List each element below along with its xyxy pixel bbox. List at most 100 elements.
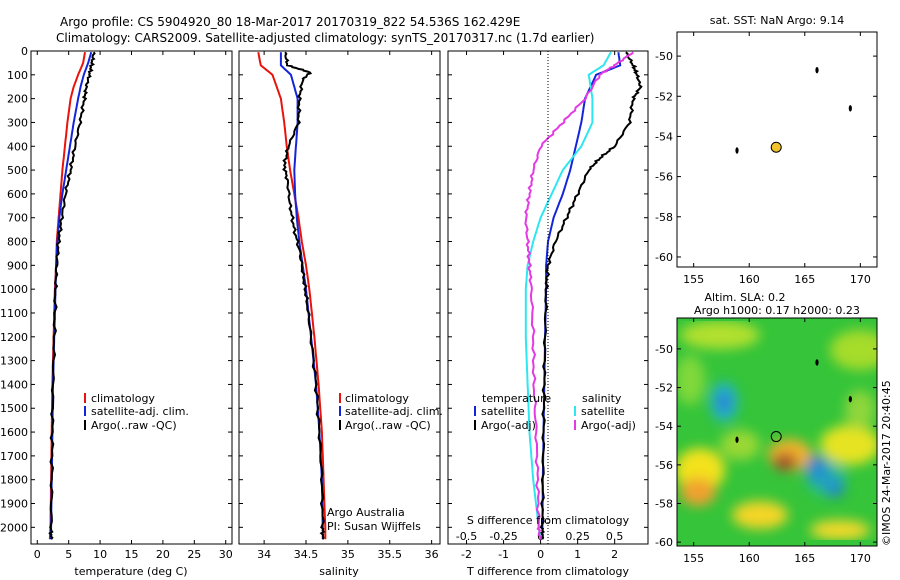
legend-label-satellite: satellite-adj. clim. <box>345 405 443 418</box>
map-lon-label: 155 <box>683 273 704 286</box>
depth-tick-label: 2000 <box>0 521 28 534</box>
map-lon-label: 155 <box>683 552 704 565</box>
depth-tick-label: 200 <box>7 93 28 106</box>
sla-heatmap <box>677 318 877 546</box>
difference-xlabel: T difference from climatology <box>466 565 629 578</box>
diff-t-tick-label: 0 <box>537 548 544 561</box>
sla-map-subtitle: Argo h1000: 0.17 h2000: 0.23 <box>694 304 860 317</box>
sst-map-title: sat. SST: NaN Argo: 9.14 <box>710 14 844 27</box>
legend-label-s-argo: Argo(-adj) <box>581 419 636 432</box>
series-line-salinity-satellite <box>524 51 612 540</box>
map-lat-label: -54 <box>655 130 673 143</box>
diff-s-tick-label: -0.5 <box>456 530 477 543</box>
depth-tick-label: 800 <box>7 236 28 249</box>
map-markers <box>735 66 852 443</box>
island-marker <box>848 395 852 403</box>
temperature-tick-label: 30 <box>219 548 233 561</box>
map-lat-label: -58 <box>655 497 673 510</box>
credit-text: ©IMOS 24-Mar-2017 20:40:45 <box>880 380 893 546</box>
salinity-tick-label: 34 <box>257 548 271 561</box>
series-line-climatology <box>257 52 327 540</box>
salinity-xlabel: salinity <box>319 565 359 578</box>
diff-t-tick-label: 1 <box>574 548 581 561</box>
map-lon-label: 160 <box>739 552 760 565</box>
salinity-tick-label: 34.5 <box>294 548 319 561</box>
temperature-tick-label: 25 <box>187 548 201 561</box>
map-lon-label: 160 <box>739 273 760 286</box>
map-lon-label: 170 <box>850 552 871 565</box>
depth-tick-label: 100 <box>7 69 28 82</box>
legend-label-climatology: climatology <box>345 392 409 405</box>
sla-map-title: Altim. SLA: 0.2 <box>704 291 785 304</box>
depth-tick-label: 1200 <box>0 331 28 344</box>
island-marker <box>815 66 819 74</box>
depth-tick-label: 1800 <box>0 474 28 487</box>
depth-tick-label: 500 <box>7 164 28 177</box>
series-line-argo-raw-qc- <box>282 51 326 540</box>
map-lat-label: -52 <box>655 90 673 103</box>
temperature-tick-label: 20 <box>156 548 170 561</box>
island-marker <box>815 359 819 366</box>
depth-tick-label: 0 <box>21 45 28 58</box>
diff-t-tick-label: -2 <box>461 548 472 561</box>
depth-tick-label: 900 <box>7 259 28 272</box>
map-lat-label: -56 <box>655 459 673 472</box>
legend-label-satellite: satellite-adj. clim. <box>91 405 189 418</box>
depth-tick-label: 1600 <box>0 426 28 439</box>
map-lat-label: -50 <box>655 343 673 356</box>
map-lat-label: -50 <box>655 50 673 63</box>
depth-tick-label: 700 <box>7 212 28 225</box>
axis-ticks: 0100200300400500600700800900100011001200… <box>0 32 877 565</box>
difference-legend: temperature satellite Argo(-adj) salinit… <box>474 392 636 432</box>
depth-tick-label: 300 <box>7 116 28 129</box>
header-line-2: Climatology: CARS2009. Satellite-adjuste… <box>56 31 594 45</box>
depth-tick-label: 1900 <box>0 498 28 511</box>
float-position-marker <box>770 141 782 153</box>
diff-s-tick-label: 0.25 <box>565 530 590 543</box>
island-marker <box>735 147 739 154</box>
depth-tick-label: 1700 <box>0 450 28 463</box>
diff-t-tick-label: -1 <box>498 548 509 561</box>
depth-tick-label: 1000 <box>0 283 28 296</box>
map-lon-label: 165 <box>794 552 815 565</box>
salinity-legend: climatology satellite-adj. clim. Argo(..… <box>327 392 443 533</box>
salinity-tick-label: 36 <box>425 548 439 561</box>
map-lon-label: 165 <box>794 273 815 286</box>
temperature-tick-label: 0 <box>34 548 41 561</box>
temperature-legend: climatology satellite-adj. clim. Argo(..… <box>84 392 189 432</box>
map-lat-label: -60 <box>655 536 673 549</box>
map-lat-label: -52 <box>655 382 673 395</box>
depth-tick-label: 1100 <box>0 307 28 320</box>
map-lat-label: -58 <box>655 211 673 224</box>
legend-label-argo: Argo(..raw -QC) <box>345 419 431 432</box>
depth-tick-label: 1300 <box>0 355 28 368</box>
difference-xlabel-top: S difference from climatology <box>467 514 630 527</box>
map-lat-label: -60 <box>655 251 673 264</box>
depth-tick-label: 600 <box>7 188 28 201</box>
temperature-tick-label: 15 <box>125 548 139 561</box>
sst-map-frame <box>676 31 878 268</box>
temperature-series <box>48 51 96 540</box>
legend-label-climatology: climatology <box>91 392 155 405</box>
map-lat-label: -56 <box>655 171 673 184</box>
legend-label-t-argo: Argo(-adj) <box>481 419 536 432</box>
difference-series <box>524 51 643 540</box>
header-line-1: Argo profile: CS 5904920_80 18-Mar-2017 … <box>60 15 520 29</box>
diff-t-tick-label: 2 <box>611 548 618 561</box>
diff-s-tick-label: 0.5 <box>606 530 624 543</box>
map-lon-label: 170 <box>850 273 871 286</box>
island-marker <box>848 105 852 112</box>
series-line-satellite-adj-clim- <box>279 52 324 540</box>
temperature-tick-label: 5 <box>65 548 72 561</box>
series-line-satellite-adj-clim- <box>49 51 93 540</box>
depth-tick-label: 1400 <box>0 378 28 391</box>
legend-title-temperature: temperature <box>482 392 551 405</box>
salinity-tick-label: 35.5 <box>378 548 403 561</box>
legend-label-s-satellite: satellite <box>581 405 625 418</box>
salinity-series <box>257 51 327 540</box>
depth-tick-label: 1500 <box>0 402 28 415</box>
series-line-temperature-satellite <box>541 52 622 540</box>
temperature-xlabel: temperature (deg C) <box>74 565 187 578</box>
annotation-argo-australia: Argo Australia <box>327 506 405 519</box>
